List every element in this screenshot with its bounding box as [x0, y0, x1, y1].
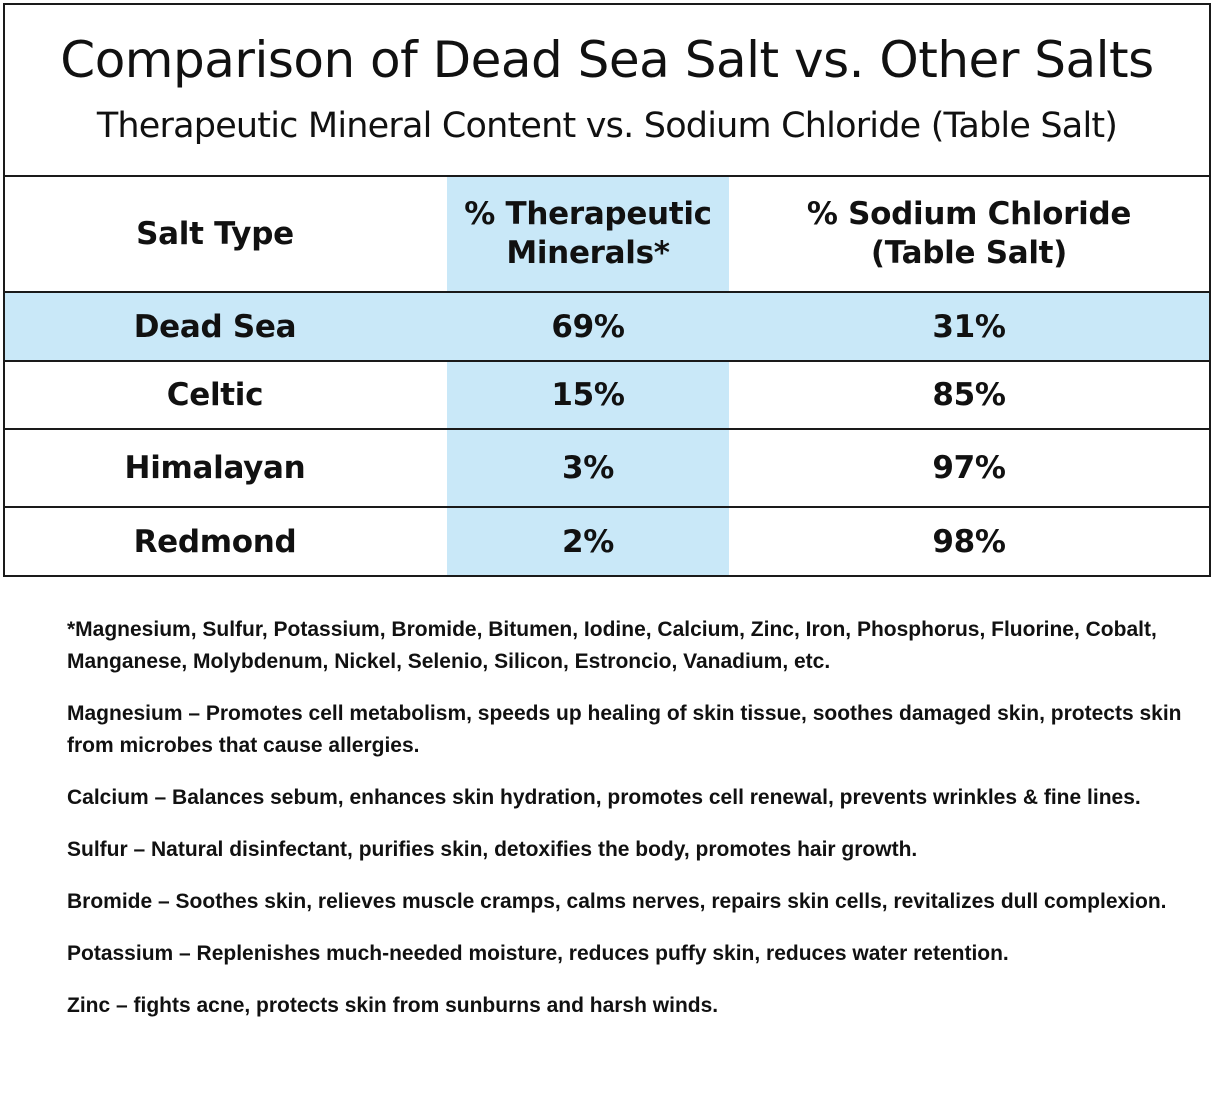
salt-name: Himalayan [124, 450, 306, 486]
therapeutic-column-highlight [447, 177, 729, 575]
header-sodium-chloride: % Sodium Chloride (Table Salt) [806, 196, 1132, 271]
header-therapeutic-minerals: % Therapeutic Minerals* [464, 196, 712, 271]
note-potassium: Potassium – Replenishes much-needed mois… [67, 942, 1009, 965]
therapeutic-value: 69% [551, 308, 625, 345]
title-area: Comparison of Dead Sea Salt vs. Other Sa… [5, 5, 1209, 177]
table-row-dead-sea: Dead Sea 69% 31% [5, 293, 1209, 362]
note-sulfur: Sulfur – Natural disinfectant, purifies … [67, 838, 918, 861]
table-row-celtic: Celtic 15% 85% [5, 362, 1209, 430]
table-header-row: Salt Type % Therapeutic Minerals* % Sodi… [5, 177, 1209, 293]
note-zinc: Zinc – fights acne, protects skin from s… [67, 994, 719, 1017]
header-salt-type: Salt Type [136, 215, 294, 252]
note-calcium: Calcium – Balances sebum, enhances skin … [67, 786, 1141, 809]
comparison-table-box: Comparison of Dead Sea Salt vs. Other Sa… [3, 3, 1211, 577]
footnote-mineral-list: *Magnesium, Sulfur, Potassium, Bromide, … [67, 618, 1157, 673]
page-subtitle: Therapeutic Mineral Content vs. Sodium C… [96, 106, 1118, 146]
note-magnesium: Magnesium – Promotes cell metabolism, sp… [67, 702, 1182, 757]
table-row-himalayan: Himalayan 3% 97% [5, 430, 1209, 508]
salt-name: Celtic [166, 377, 264, 413]
therapeutic-value: 2% [561, 523, 615, 560]
therapeutic-value: 15% [551, 377, 625, 413]
salt-name: Redmond [133, 523, 297, 560]
page-title: Comparison of Dead Sea Salt vs. Other Sa… [60, 31, 1154, 89]
sodium-value: 31% [932, 308, 1006, 345]
salt-name: Dead Sea [133, 308, 297, 345]
sodium-value: 97% [932, 450, 1006, 486]
table-row-redmond: Redmond 2% 98% [5, 508, 1209, 575]
therapeutic-value: 3% [561, 450, 615, 486]
sodium-value: 98% [932, 523, 1006, 560]
note-bromide: Bromide – Soothes skin, relieves muscle … [67, 890, 1167, 913]
mineral-notes: *Magnesium, Sulfur, Potassium, Bromide, … [67, 614, 1187, 1042]
sodium-value: 85% [932, 377, 1006, 413]
